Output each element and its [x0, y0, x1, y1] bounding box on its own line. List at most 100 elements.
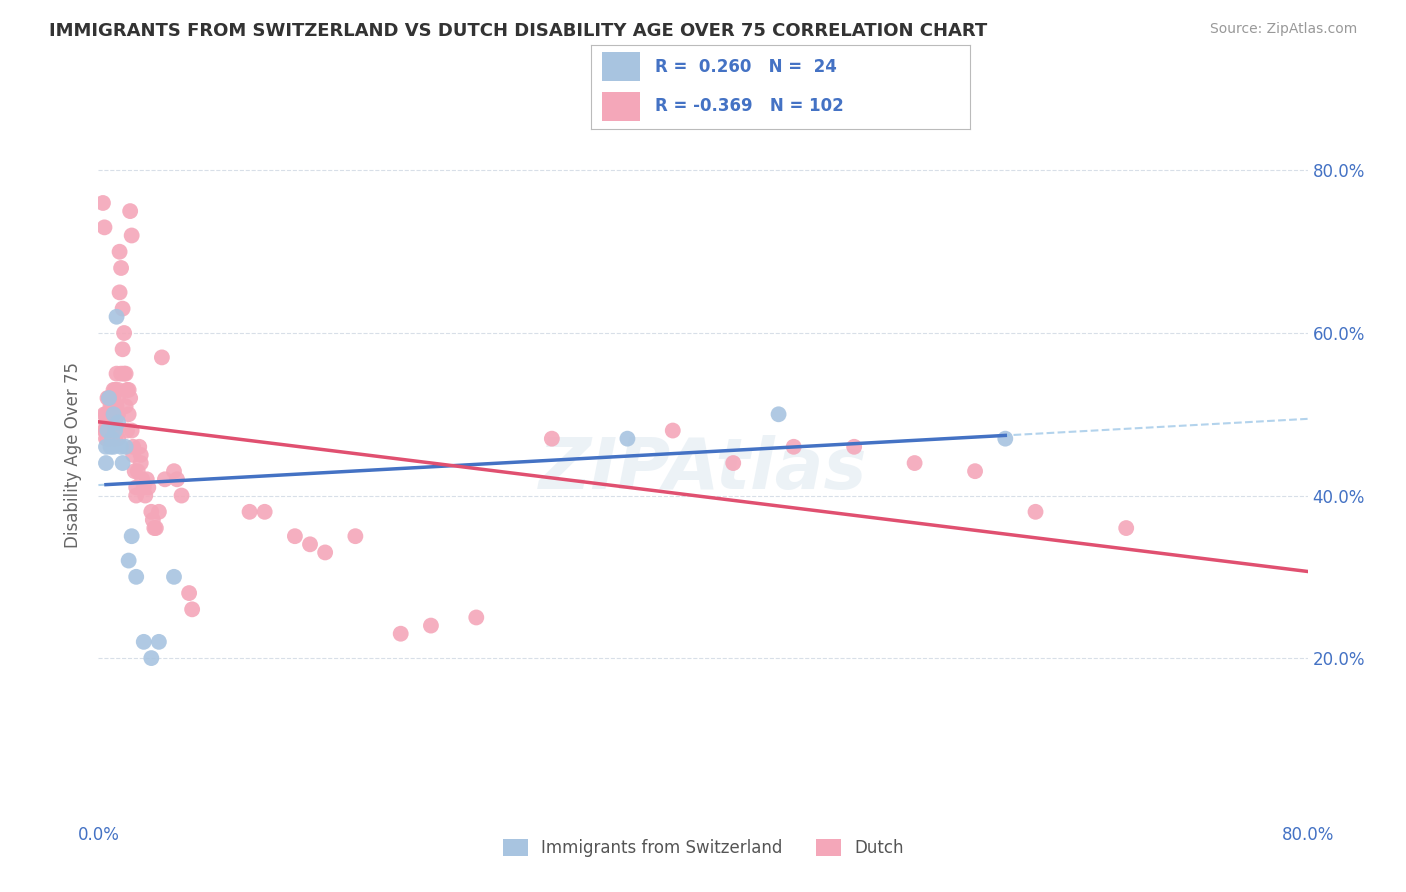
Point [94, 456, 117, 470]
Point [127, 464, 149, 478]
Point [114, 367, 136, 381]
Text: R = -0.369   N = 102: R = -0.369 N = 102 [655, 97, 844, 115]
Point [105, 310, 128, 324]
Bar [602, 92, 640, 120]
Point [98, 391, 121, 405]
Point [111, 343, 134, 357]
Point [98, 407, 121, 421]
Point [101, 391, 124, 405]
Text: IMMIGRANTS FROM SWITZERLAND VS DUTCH DISABILITY AGE OVER 75 CORRELATION CHART: IMMIGRANTS FROM SWITZERLAND VS DUTCH DIS… [49, 22, 987, 40]
Point [115, 383, 138, 397]
Point [108, 244, 131, 259]
Point [93, 407, 115, 421]
Point [131, 472, 153, 486]
Point [94, 440, 117, 454]
Point [107, 432, 129, 446]
Point [105, 424, 128, 438]
Point [110, 260, 132, 275]
Point [100, 416, 122, 430]
Point [170, 489, 193, 503]
Point [344, 529, 367, 543]
Text: Source: ZipAtlas.com: Source: ZipAtlas.com [1209, 22, 1357, 37]
Point [661, 424, 683, 438]
Point [96, 424, 118, 438]
Point [121, 529, 143, 543]
Point [96, 432, 118, 446]
Point [100, 399, 122, 413]
Point [104, 399, 127, 413]
Point [125, 489, 148, 503]
Point [104, 383, 127, 397]
Point [115, 424, 138, 438]
Point [105, 407, 128, 421]
Point [420, 618, 443, 632]
Point [783, 440, 806, 454]
Point [141, 505, 163, 519]
Point [107, 383, 129, 397]
Point [129, 456, 152, 470]
Point [145, 521, 167, 535]
Point [143, 521, 166, 535]
Point [299, 537, 322, 551]
Point [124, 464, 146, 478]
Point [134, 489, 156, 503]
Point [125, 570, 148, 584]
Point [118, 407, 141, 421]
Point [103, 407, 125, 421]
Point [112, 326, 135, 340]
Point [100, 407, 122, 421]
Point [142, 513, 165, 527]
Point [103, 407, 125, 421]
Point [104, 432, 127, 446]
Point [540, 432, 562, 446]
Point [114, 399, 136, 413]
Point [904, 456, 927, 470]
Point [101, 399, 124, 413]
Point [121, 424, 143, 438]
Point [105, 367, 128, 381]
Point [104, 424, 127, 438]
Point [98, 424, 121, 438]
Point [181, 602, 204, 616]
Point [768, 407, 790, 421]
Point [112, 367, 135, 381]
Point [314, 545, 336, 559]
Point [100, 440, 122, 454]
Point [136, 480, 159, 494]
Point [120, 204, 142, 219]
Point [94, 432, 117, 446]
Point [93, 220, 115, 235]
Point [163, 570, 186, 584]
Point [389, 626, 412, 640]
Point [141, 651, 163, 665]
Point [121, 228, 143, 243]
Bar [602, 53, 640, 81]
Point [132, 635, 155, 649]
Text: R =  0.260   N =  24: R = 0.260 N = 24 [655, 58, 837, 76]
Point [111, 301, 134, 316]
Point [96, 407, 118, 421]
Point [128, 440, 150, 454]
Point [114, 440, 136, 454]
Point [101, 407, 124, 421]
Point [98, 432, 121, 446]
Point [94, 416, 117, 430]
Point [284, 529, 307, 543]
Point [965, 464, 987, 478]
Point [150, 351, 173, 365]
Point [94, 407, 117, 421]
Point [465, 610, 488, 624]
Point [122, 448, 145, 462]
Point [107, 407, 129, 421]
Point [110, 440, 132, 454]
Point [107, 416, 129, 430]
Point [253, 505, 276, 519]
Legend: Immigrants from Switzerland, Dutch: Immigrants from Switzerland, Dutch [496, 832, 910, 863]
Point [96, 391, 118, 405]
Point [153, 472, 176, 486]
Point [163, 464, 186, 478]
Point [179, 586, 201, 600]
Point [107, 391, 129, 405]
Text: ZIPAtlas: ZIPAtlas [538, 435, 868, 504]
Point [94, 424, 117, 438]
